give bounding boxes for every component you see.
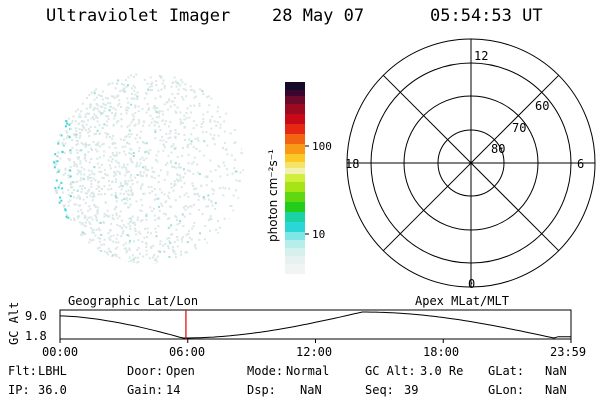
mlt-label-0: 0 <box>468 277 475 291</box>
mlat-label-80: 80 <box>491 142 505 156</box>
mlt-label-12: 12 <box>474 49 488 63</box>
timeline-axis-label: GC Alt <box>7 302 21 345</box>
info-glon-value: NaN <box>545 383 567 397</box>
info-mode-value: Normal <box>286 364 329 378</box>
info-seq-label: Seq: <box>365 383 394 397</box>
info-glat-value: NaN <box>545 364 567 378</box>
info-glat-label: GLat: <box>488 364 524 378</box>
polar-mlt-plot <box>346 38 596 288</box>
timeline-tick-label-3: 18:00 <box>423 345 459 359</box>
altitude-curve <box>59 311 571 339</box>
info-flt-label: Flt: <box>8 364 37 378</box>
info-gain-value: 14 <box>166 383 180 397</box>
timeline-left-caption: Geographic Lat/Lon <box>68 294 198 308</box>
info-mode-label: Mode: <box>247 364 283 378</box>
info-door-value: Open <box>166 364 195 378</box>
colorbar-tick-10: 10 <box>312 228 325 241</box>
colorbar-unit-label: photon cm⁻²s⁻¹ <box>266 149 280 242</box>
color-scale-bar <box>285 82 309 274</box>
info-dsp-value: NaN <box>300 383 322 397</box>
timeline-tick-label-0: 00:00 <box>42 345 78 359</box>
timeline-right-caption: Apex MLat/MLT <box>415 294 509 308</box>
timeline-ymin-label: 1.8 <box>25 329 47 343</box>
observation-time: 05:54:53 UT <box>430 6 543 26</box>
info-gcalt-value: 3.0 Re <box>420 364 463 378</box>
info-ip-value: 36.0 <box>38 383 67 397</box>
colorbar-tick-100: 100 <box>312 140 332 153</box>
uv-image-disk <box>52 73 244 264</box>
mlt-label-6: 6 <box>577 157 584 171</box>
observation-date: 28 May 07 <box>272 6 365 26</box>
mlat-label-70: 70 <box>512 121 526 135</box>
timeline-ticks <box>59 339 572 343</box>
timeline-tick-label-1: 06:00 <box>169 345 205 359</box>
info-flt-value: LBHL <box>38 364 67 378</box>
info-seq-value: 39 <box>404 383 418 397</box>
timeline-frame <box>59 309 572 340</box>
timeline-ymax-label: 9.0 <box>25 309 47 323</box>
info-glon-label: GLon: <box>488 383 524 397</box>
info-gain-label: Gain: <box>127 383 163 397</box>
info-gcalt-label: GC Alt: <box>365 364 416 378</box>
info-door-label: Door: <box>127 364 163 378</box>
instrument-title: Ultraviolet Imager <box>46 6 231 26</box>
info-ip-label: IP: <box>8 383 30 397</box>
mlt-label-18: 18 <box>345 157 359 171</box>
timeline-tick-label-4: 23:59 <box>550 345 586 359</box>
info-dsp-label: Dsp: <box>247 383 276 397</box>
mlat-label-60: 60 <box>535 99 549 113</box>
timeline-tick-label-2: 12:00 <box>296 345 332 359</box>
